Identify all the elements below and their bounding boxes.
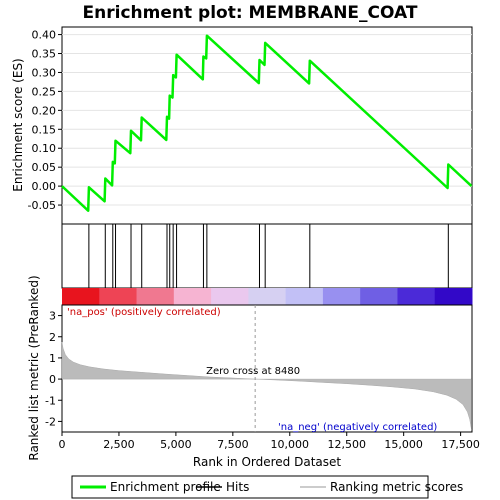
pos-label: 'na_pos' (positively correlated) — [67, 307, 221, 318]
color-bar-segment — [99, 288, 138, 305]
es-ytick-label: 0.40 — [32, 29, 57, 42]
ranked-ytick-label: 3 — [49, 310, 56, 323]
color-bar-segment — [397, 288, 436, 305]
es-panel: -0.05 0.00 0.05 0.10 0.15 0.20 0.25 0.30 0.35 0.4… — [11, 26, 473, 225]
ranked-xtick-label: 10,000 — [271, 438, 310, 451]
ranked-ytick-label: 0 — [49, 373, 56, 386]
color-bar-segment — [322, 288, 361, 305]
hits-panel — [61, 223, 473, 289]
ranked-xtick-label: 12,500 — [327, 438, 366, 451]
rank-color-bar — [62, 288, 473, 305]
neg-label: 'na_neg' (negatively correlated) — [278, 422, 437, 433]
ranked-ytick-label: -1 — [45, 394, 56, 407]
ranked-xtick-label: 0 — [59, 438, 66, 451]
color-bar-segment — [285, 288, 324, 305]
color-bar-segment — [62, 288, 100, 305]
ranked-panel: -2 -1 0 1 2 3 0 2,500 5,000 7,500 10,000 12,500 15,… — [27, 275, 480, 469]
color-bar-segment — [136, 288, 175, 305]
color-bar-segment — [211, 288, 249, 305]
ranked-xtick-label: 7,500 — [217, 438, 249, 451]
enrichment-profile-line — [61, 34, 473, 212]
es-panel-frame — [61, 26, 473, 225]
legend-label: Hits — [226, 480, 249, 494]
color-bar-segment — [434, 288, 473, 305]
color-bar-segment — [173, 288, 212, 305]
es-ytick-label: 0.15 — [32, 123, 57, 136]
ranked-xlabel: Rank in Ordered Dataset — [193, 455, 341, 469]
chart-title: Enrichment plot: MEMBRANE_COAT — [83, 3, 418, 23]
es-ytick-label: 0.05 — [32, 161, 57, 174]
legend-frame — [71, 475, 429, 499]
ranked-ylabel: Ranked list metric (PreRanked) — [27, 275, 41, 460]
legend-label: Ranking metric scores — [330, 480, 463, 494]
ranked-ytick-label: -2 — [45, 415, 56, 428]
ranked-xtick-label: 17,500 — [441, 438, 480, 451]
ranked-xtick-label: 15,000 — [384, 438, 423, 451]
es-ytick-label: 0.30 — [32, 66, 57, 79]
es-ytick-label: 0.10 — [32, 142, 57, 155]
es-ytick-label: -0.05 — [28, 199, 56, 212]
legend-label: Enrichment profile — [110, 480, 221, 494]
hits-panel-frame — [61, 223, 473, 289]
zero-cross-label: Zero cross at 8480 — [206, 366, 300, 377]
ranked-panel-frame — [61, 304, 473, 433]
es-ytick-label: 0.25 — [32, 85, 57, 98]
es-ylabel: Enrichment score (ES) — [11, 58, 25, 191]
ranked-xtick-label: 5,000 — [160, 438, 192, 451]
color-bar-segment — [248, 288, 287, 305]
color-bar-segment — [360, 288, 398, 305]
es-ytick-label: 0.00 — [32, 180, 57, 193]
legend: Enrichment profile Hits Ranking metric sco… — [71, 475, 463, 499]
ranked-xtick-label: 2,500 — [103, 438, 135, 451]
es-ytick-label: 0.20 — [32, 104, 57, 117]
ranking-metric-area — [61, 341, 472, 430]
es-ytick-label: 0.35 — [32, 48, 57, 61]
ranked-ytick-label: 1 — [49, 352, 56, 365]
ranked-ytick-label: 2 — [49, 331, 56, 344]
